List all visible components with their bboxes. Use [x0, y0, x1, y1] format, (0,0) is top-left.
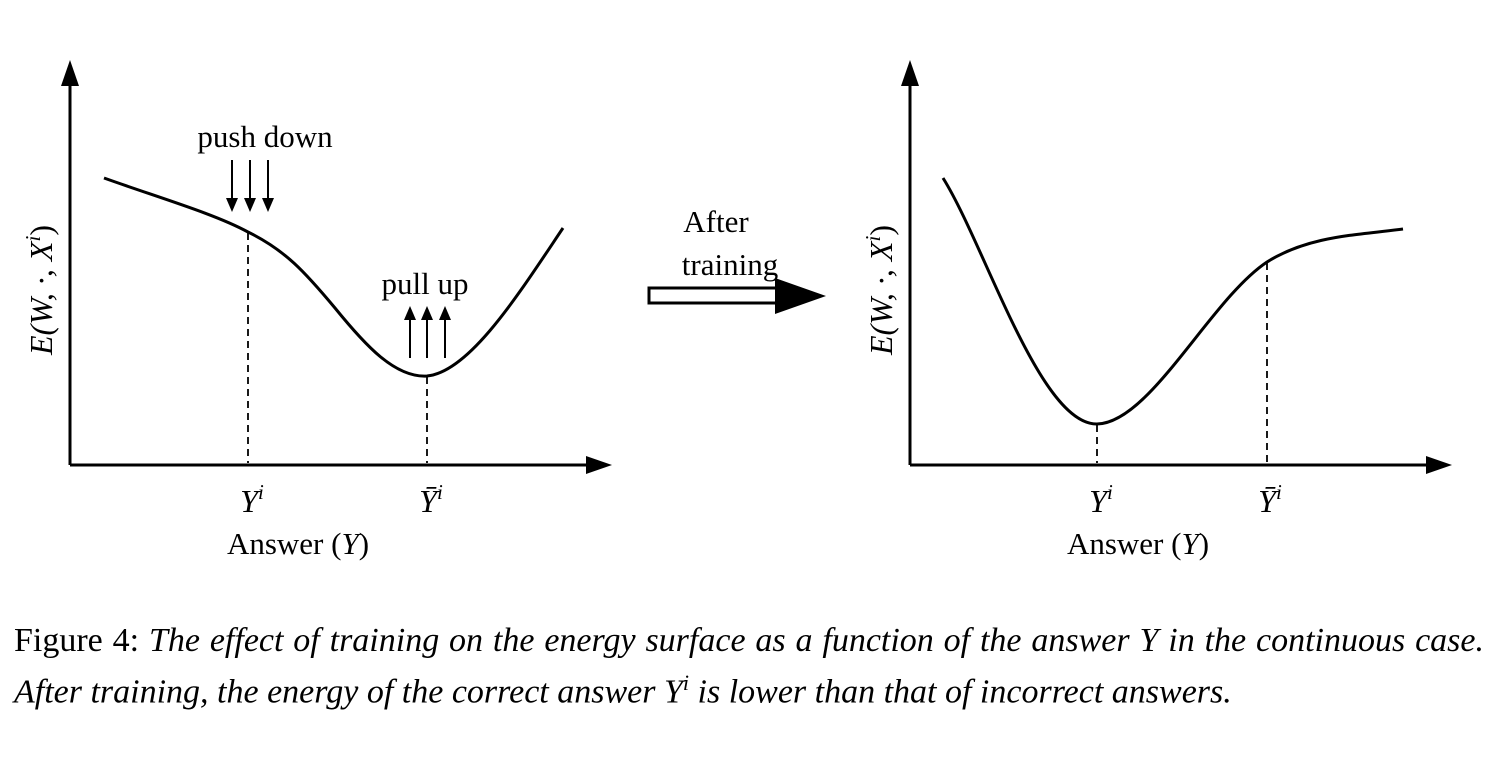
left-x-axis-label: Answer (Y)	[227, 526, 369, 561]
caption-var-yi: Y	[663, 673, 683, 711]
figure-caption: Figure 4: The effect of training on the …	[14, 620, 1484, 713]
transition: After training	[647, 204, 826, 314]
right-energy-curve	[941, 177, 1404, 426]
transition-label-line2: training	[682, 247, 778, 282]
right-panel: E(W, ·, Xi) Yi Ȳi Answer (Y)	[861, 60, 1452, 561]
left-tick-incorrect: Ȳi	[419, 480, 443, 519]
caption-label: Figure 4:	[14, 622, 140, 659]
left-x-axis-arrowhead	[586, 456, 612, 474]
right-tick-correct: Yi	[1089, 480, 1113, 519]
caption-var-yi-sup: i	[682, 670, 690, 695]
right-x-axis-label: Answer (Y)	[1067, 526, 1209, 561]
right-tick-incorrect: Ȳi	[1258, 480, 1282, 519]
transition-arrow-head	[775, 278, 826, 314]
transition-arrow-shaft	[647, 286, 779, 305]
energy-training-diagram: push down pull up E(W, ·, Xi) Yi Ȳi Answ…	[21, 60, 1452, 561]
right-y-axis-label: E(W, ·, Xi)	[861, 225, 899, 356]
transition-label-line1: After	[683, 204, 749, 239]
caption-text-3: is lower than that of incorrect answers.	[689, 673, 1232, 711]
pull-up-arrows	[404, 306, 451, 358]
caption-var-y: Y	[1139, 622, 1159, 659]
caption-text-2: in the continuous case. After training, …	[14, 622, 1485, 711]
left-y-axis-arrowhead	[61, 60, 79, 86]
right-y-axis-arrowhead	[901, 60, 919, 86]
left-tick-correct: Yi	[240, 480, 264, 519]
left-panel: push down pull up E(W, ·, Xi) Yi Ȳi Answ…	[21, 60, 612, 561]
caption-text-1: The effect of training on the energy sur…	[139, 622, 1140, 659]
left-y-axis-label: E(W, ·, Xi)	[21, 225, 59, 356]
left-energy-curve	[103, 176, 565, 378]
pull-up-label: pull up	[382, 266, 469, 301]
right-x-axis-arrowhead	[1426, 456, 1452, 474]
push-down-arrows	[226, 160, 274, 212]
push-down-label: push down	[197, 119, 333, 154]
